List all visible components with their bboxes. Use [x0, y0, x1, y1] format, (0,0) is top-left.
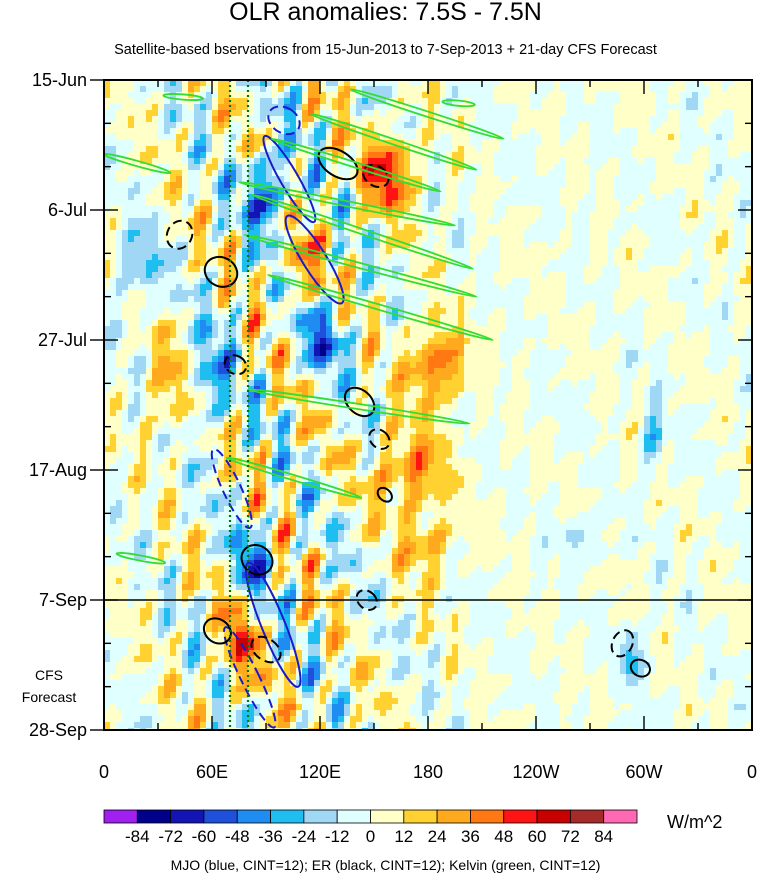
colorbar-swatch	[270, 809, 305, 824]
colorbar-swatch	[403, 809, 438, 824]
mjo-contour	[223, 626, 277, 729]
er-contour	[343, 386, 376, 418]
colorbar-swatch	[470, 809, 505, 824]
y-tick-label: 6-Jul	[48, 200, 87, 220]
mjo-contour	[267, 105, 301, 136]
colorbar-label: -60	[192, 827, 217, 846]
y-tick-label: 7-Sep	[39, 590, 87, 610]
y-axis: 15-Jun 6-Jul 27-Jul 17-Aug 7-Sep 28-Sep	[29, 70, 752, 740]
x-tick-label: 0	[99, 762, 109, 782]
x-tick-label: 0	[747, 762, 757, 782]
colorbar-swatch	[236, 809, 271, 824]
colorbar-swatch	[103, 809, 138, 824]
x-tick-label: 60E	[196, 762, 228, 782]
olr-anomaly-field	[104, 80, 752, 730]
kelvin-contour	[115, 552, 167, 565]
colorbar-swatch	[536, 809, 571, 824]
colorbar-label: -84	[125, 827, 150, 846]
kelvin-contour	[310, 113, 478, 171]
er-contour	[203, 255, 239, 288]
y-tick-label: 17-Aug	[29, 460, 87, 480]
colorbar-label: 84	[594, 827, 613, 846]
forecast-label-line1: CFS	[35, 667, 63, 683]
er-contour	[362, 163, 390, 189]
colorbar-swatch	[569, 809, 605, 824]
y-tick-label: 28-Sep	[29, 720, 87, 740]
er-contour	[223, 354, 248, 376]
colorbar-swatch	[336, 809, 371, 824]
colorbar-swatch	[203, 809, 238, 824]
y-tick-label: 15-Jun	[32, 70, 87, 90]
y-tick-label: 27-Jul	[38, 330, 87, 350]
er-contour	[368, 428, 391, 450]
kelvin-contour	[349, 88, 505, 140]
colorbar-swatch	[136, 809, 172, 824]
colorbar-swatch	[170, 809, 205, 824]
mjo-contour	[210, 448, 253, 530]
kelvin-contour	[270, 137, 442, 193]
kelvin-contour	[266, 274, 494, 341]
legend-footnote: MJO (blue, CINT=12); ER (black, CINT=12)…	[170, 857, 601, 873]
colorbar-label: -24	[292, 827, 317, 846]
colorbar-label: 60	[528, 827, 547, 846]
colorbar-units: W/m^2	[667, 812, 723, 832]
colorbar-swatch	[370, 809, 405, 824]
mjo-contour	[244, 561, 302, 688]
er-contour	[610, 629, 635, 658]
kelvin-contour	[225, 456, 363, 499]
er-contour	[629, 658, 651, 678]
kelvin-contour	[441, 99, 476, 108]
colorbar-label: 24	[428, 827, 447, 846]
forecast-label-line2: Forecast	[21, 689, 77, 705]
colorbar-swatch	[436, 809, 471, 824]
colorbar: -84 -72 -60 -48 -36 -24 -12 0 12 24 36 48 60 72 84	[103, 809, 638, 846]
mjo-contour	[262, 134, 317, 224]
er-contour	[376, 486, 393, 503]
colorbar-label: 72	[561, 827, 580, 846]
colorbar-label: -36	[258, 827, 283, 846]
colorbar-swatch	[603, 809, 638, 824]
er-contour	[202, 617, 232, 645]
wave-contours	[104, 88, 651, 729]
x-tick-label: 180	[413, 762, 443, 782]
colorbar-swatch	[503, 809, 538, 824]
colorbar-label: -72	[158, 827, 183, 846]
er-contour	[165, 219, 194, 250]
colorbar-label: -12	[325, 827, 350, 846]
kelvin-contour	[162, 93, 204, 101]
kelvin-contour	[247, 388, 471, 425]
colorbar-label: -48	[225, 827, 250, 846]
chart-subtitle: Satellite-based bservations from 15-Jun-…	[114, 42, 657, 58]
colorbar-label: 48	[494, 827, 513, 846]
chart-title: OLR anomalies: 7.5S - 7.5N	[229, 0, 542, 26]
kelvin-contour	[243, 233, 478, 298]
x-axis: 0 60E 120E 180 120W 60W 0	[99, 80, 757, 782]
x-tick-label: 120W	[512, 762, 559, 782]
colorbar-label: 36	[461, 827, 480, 846]
colorbar-label: 0	[366, 827, 375, 846]
x-tick-label: 60W	[625, 762, 662, 782]
reference-longitude-lines	[228, 80, 250, 730]
x-tick-label: 120E	[299, 762, 341, 782]
colorbar-swatch	[303, 809, 338, 824]
colorbar-label: 12	[394, 827, 413, 846]
kelvin-contour	[250, 193, 474, 270]
er-contour	[250, 635, 282, 664]
er-contour	[355, 589, 378, 611]
forecast-label: CFS Forecast	[20, 664, 78, 708]
kelvin-contour	[238, 181, 456, 227]
